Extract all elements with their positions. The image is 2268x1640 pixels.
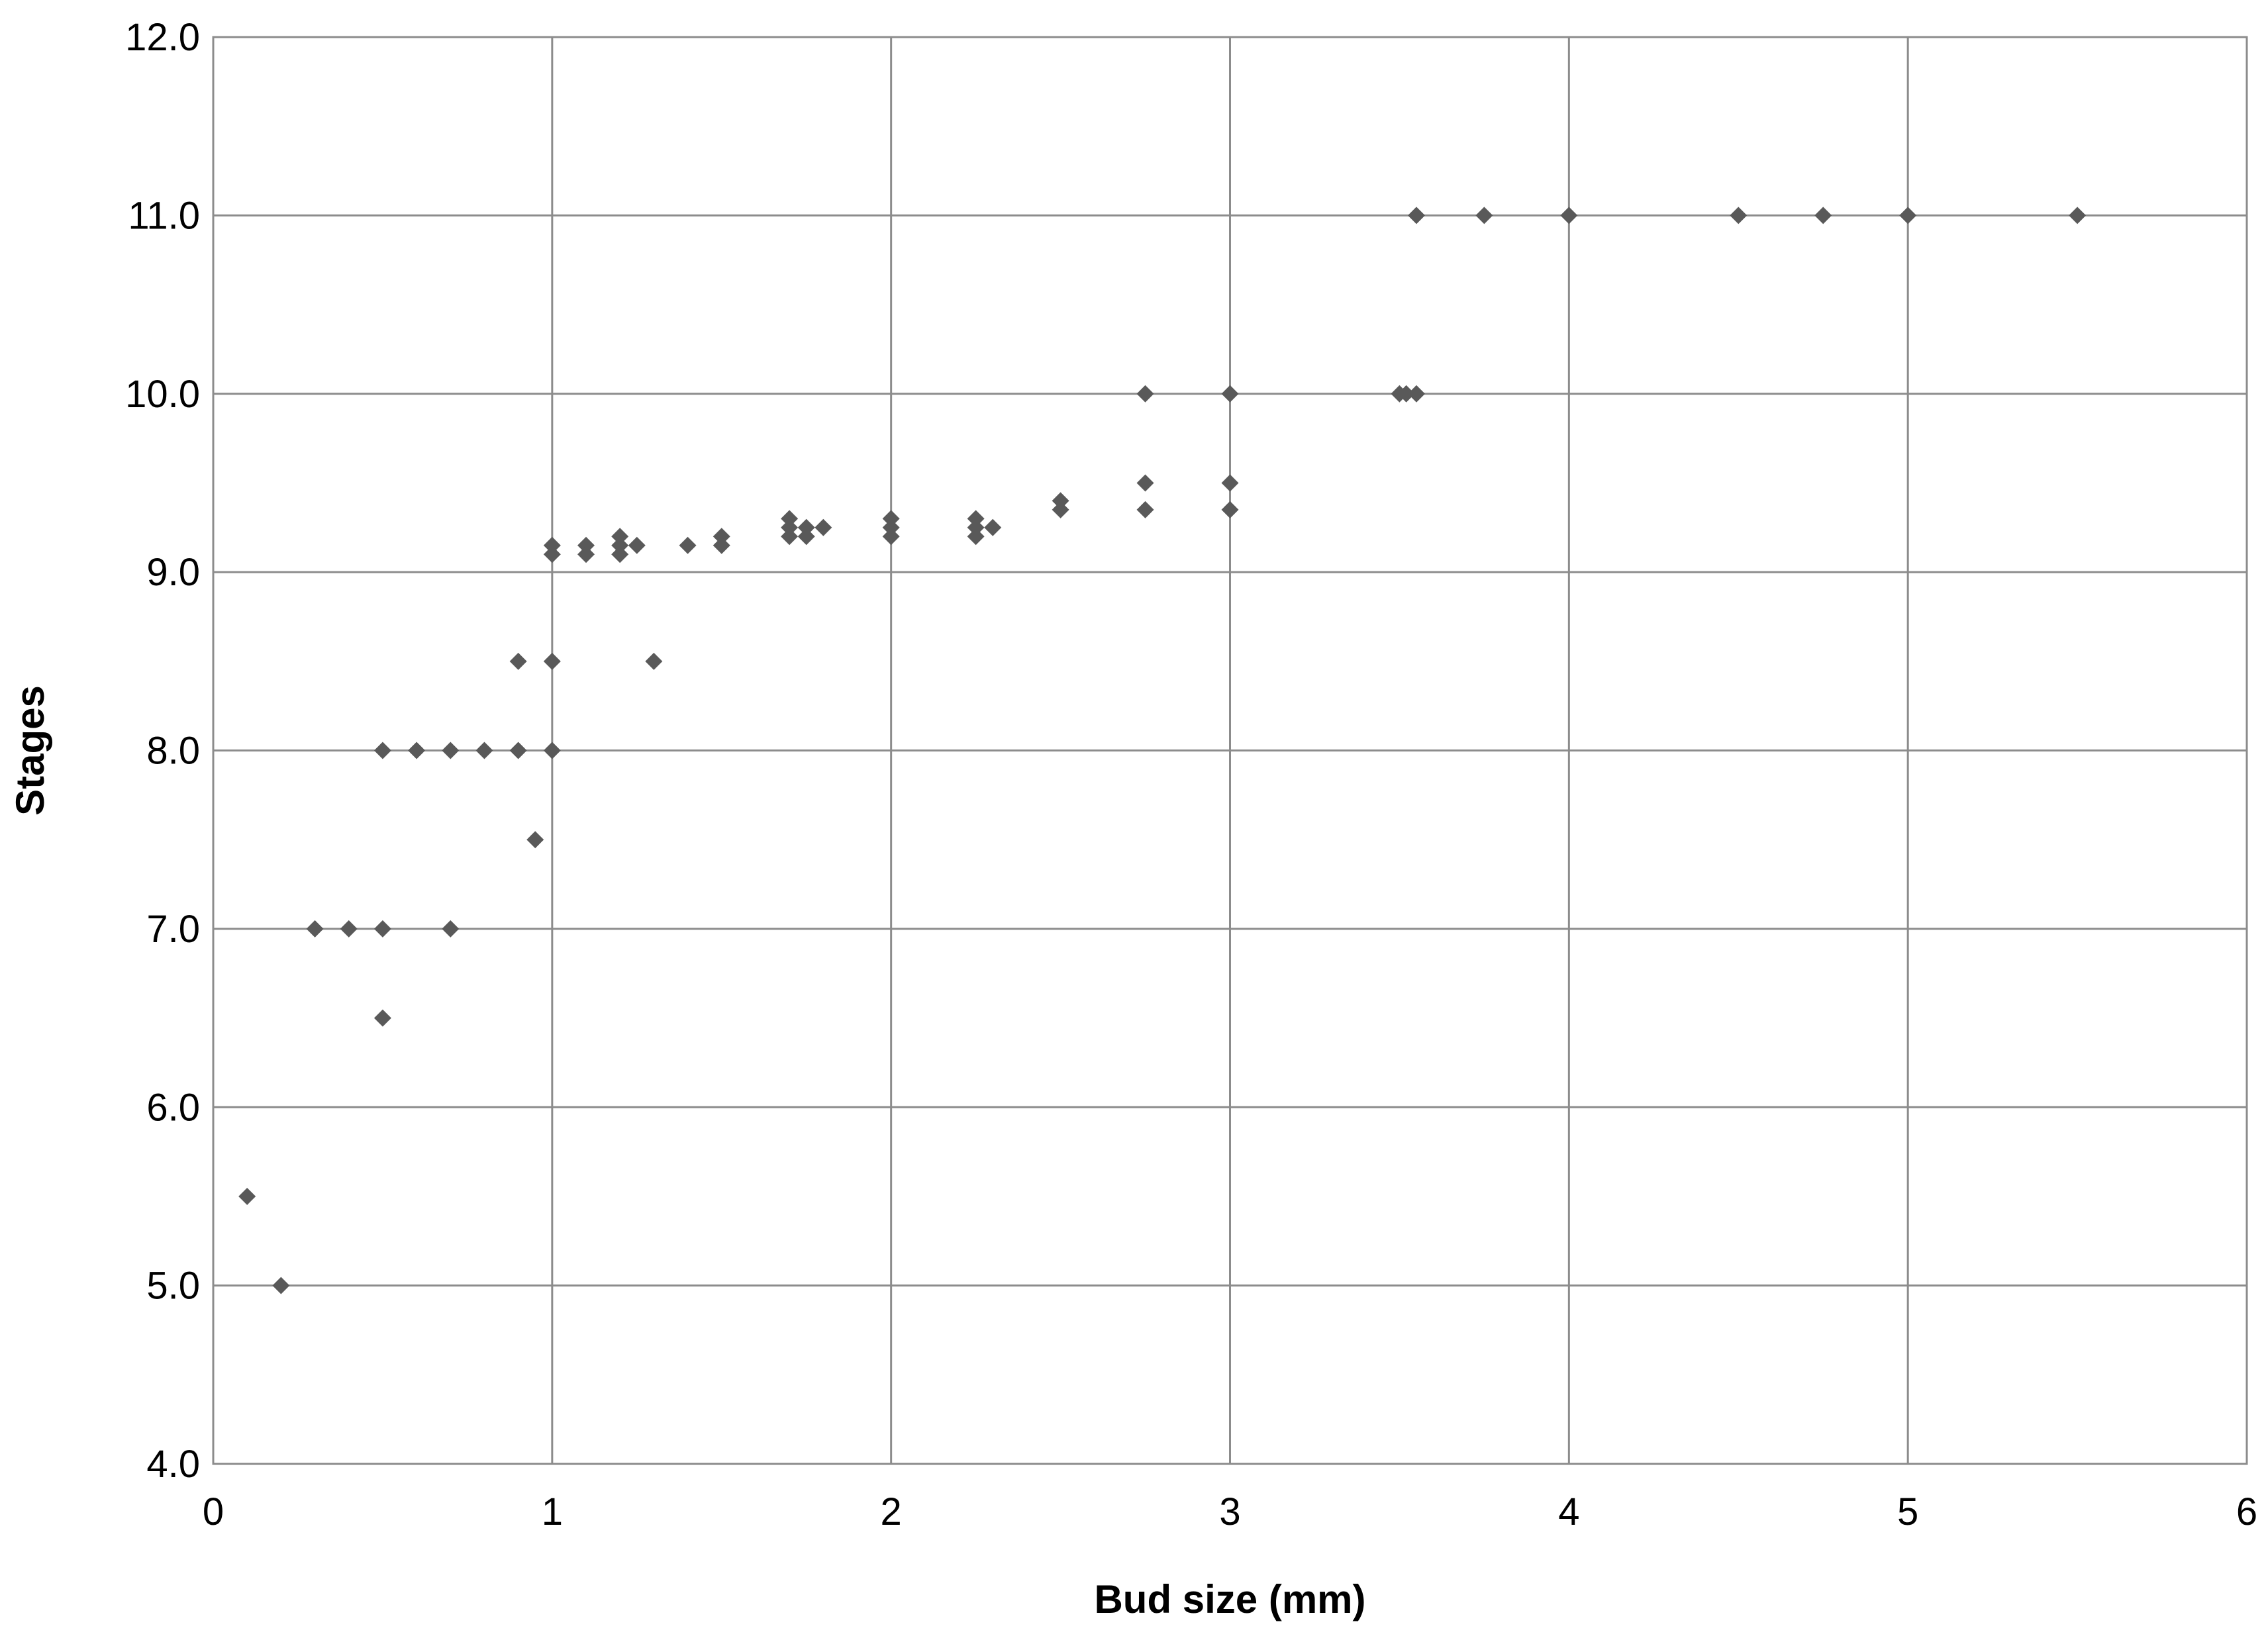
data-point [814,518,832,536]
data-point [797,518,815,536]
data-point [509,742,527,759]
data-point [781,528,799,546]
data-point [1899,207,1917,224]
y-tick-label: 11.0 [128,194,200,237]
data-point [882,518,900,536]
data-point [1397,385,1415,403]
data-point [509,652,527,670]
x-tick-label: 5 [1897,1490,1918,1533]
data-point [543,742,561,759]
data-points [238,207,2087,1294]
data-point [577,536,595,554]
x-axis-tick-labels: 0 1 2 3 4 5 6 [203,1490,2257,1533]
y-tick-label: 6.0 [146,1086,200,1129]
data-point [1136,501,1154,518]
data-point [611,528,629,546]
y-tick-label: 9.0 [146,551,200,594]
data-point [442,742,460,759]
y-tick-label: 10.0 [125,373,200,416]
data-point [1730,207,1748,224]
data-point [1052,492,1069,510]
data-point [543,546,561,563]
data-point [1475,207,1493,224]
data-point [543,536,561,554]
data-point [577,546,595,563]
data-point [967,510,985,528]
data-point [306,920,324,938]
y-tick-label: 7.0 [146,908,200,951]
data-point [1408,207,1426,224]
x-tick-label: 0 [203,1490,224,1533]
data-point [984,518,1002,536]
data-point [645,652,663,670]
data-point [713,528,730,546]
data-point [442,920,460,938]
data-point [679,536,697,554]
data-point [1221,501,1239,518]
y-axis-title: Stages [8,685,52,816]
x-tick-label: 4 [1558,1490,1579,1533]
data-point [611,546,629,563]
data-point [1136,474,1154,492]
y-tick-label: 5.0 [146,1265,200,1308]
data-point [373,920,391,938]
data-point [526,831,544,849]
data-point [543,652,561,670]
data-point [781,518,799,536]
data-point [1052,501,1069,518]
data-point [1221,474,1239,492]
data-point [611,536,629,554]
data-point [340,920,358,938]
data-point [713,536,730,554]
x-tick-label: 2 [881,1490,902,1533]
data-point [408,742,426,759]
data-point [628,536,646,554]
y-tick-label: 12.0 [125,16,200,59]
data-point [1560,207,1578,224]
x-tick-label: 1 [542,1490,563,1533]
data-point [882,528,900,546]
data-point [797,528,815,546]
data-point [2069,207,2087,224]
data-point [882,510,900,528]
data-point [967,528,985,546]
data-point [1136,385,1154,403]
y-axis-tick-labels: 4.0 5.0 6.0 7.0 8.0 9.0 10.0 11.0 12.0 [125,16,200,1486]
data-point [272,1277,290,1294]
data-point [781,510,799,528]
data-point [967,518,985,536]
y-tick-label: 4.0 [146,1443,200,1486]
data-point [475,742,493,759]
x-tick-label: 6 [2236,1490,2257,1533]
x-tick-label: 3 [1219,1490,1240,1533]
plot-area-border [212,36,2248,1465]
y-tick-label: 8.0 [146,730,200,773]
x-axis-title: Bud size (mm) [1094,1577,1365,1621]
data-point [1221,385,1239,403]
data-point [1408,385,1426,403]
data-point [373,1009,391,1027]
data-point [238,1187,256,1205]
data-point [373,742,391,759]
data-point [1814,207,1832,224]
